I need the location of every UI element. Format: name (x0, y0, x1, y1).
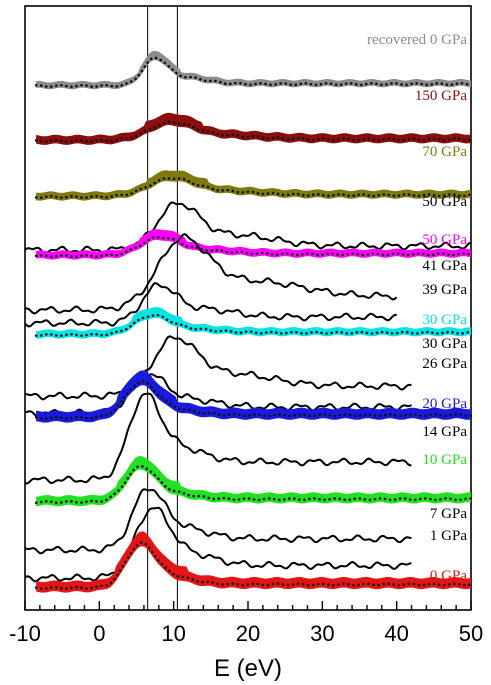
line-11 (24, 392, 412, 485)
curve-label: 0 GPa (430, 568, 467, 584)
x-axis-title: E (eV) (214, 655, 282, 682)
series-12 (34, 456, 473, 507)
x-axis-ticks (24, 601, 472, 610)
band-1 (36, 112, 471, 145)
dotted-line-1 (34, 120, 473, 144)
line-8 (24, 335, 412, 401)
series-5 (24, 233, 398, 315)
series-13 (24, 488, 412, 555)
series-1 (34, 112, 473, 145)
x-tick-label: 10 (161, 621, 185, 646)
curve-label: 20 GPa (422, 396, 467, 412)
dotted-line-7 (34, 313, 473, 338)
band-2 (36, 170, 471, 201)
dotted-line-4 (34, 235, 473, 259)
series-11 (24, 392, 412, 485)
curve-label: 30 GPa (422, 336, 467, 352)
curve-labels: recovered 0 GPa 150 GPa 70 GPa 50 GPa 50 GPa… (367, 32, 467, 584)
line-3 (24, 201, 472, 255)
series-6 (24, 282, 397, 328)
series-10 (34, 370, 473, 423)
curve-label: 41 GPa (422, 258, 467, 274)
band-7 (36, 307, 471, 339)
series-3 (24, 201, 472, 255)
curve-label: recovered 0 GPa (367, 32, 467, 48)
x-tick-label: -10 (9, 621, 41, 646)
dotted-line-12 (34, 464, 473, 505)
line-14 (24, 506, 412, 583)
curve-label: 14 GPa (422, 424, 467, 440)
curve-label: 50 GPa (422, 194, 467, 210)
curves-layer (24, 50, 473, 593)
curve-label: 26 GPa (422, 356, 467, 372)
plot-frame (24, 5, 472, 611)
series-4 (34, 229, 473, 260)
series-14 (24, 506, 412, 583)
curve-label: 50 GPa (422, 232, 467, 248)
x-tick-label: 0 (93, 621, 105, 646)
curve-label: 39 GPa (422, 282, 467, 298)
band-4 (36, 229, 471, 260)
series-2 (34, 170, 473, 201)
dotted-line-15 (34, 541, 473, 591)
curve-label: 1 GPa (430, 528, 467, 544)
curve-label: 7 GPa (430, 506, 467, 522)
band-0 (36, 50, 471, 90)
x-axis-tick-labels: -10 0 10 20 30 40 50 (9, 621, 483, 646)
curve-label: 10 GPa (422, 452, 467, 468)
x-tick-label: 20 (236, 621, 260, 646)
band-10 (36, 370, 471, 423)
series-8 (24, 335, 412, 401)
x-tick-label: 30 (310, 621, 334, 646)
band-15 (36, 531, 471, 593)
line-5 (24, 233, 398, 315)
line-6 (24, 282, 397, 328)
line-13 (24, 488, 412, 555)
curve-label: 70 GPa (422, 144, 467, 160)
curve-label: 30 GPa (422, 312, 467, 328)
x-tick-label: 50 (459, 621, 483, 646)
dotted-line-10 (34, 380, 473, 421)
x-tick-label: 40 (384, 621, 408, 646)
curve-label: 150 GPa (415, 88, 467, 104)
series-15 (34, 531, 473, 593)
dotted-line-2 (34, 176, 473, 200)
band-12 (36, 456, 471, 507)
reference-lines (147, 6, 178, 610)
series-0 (34, 50, 473, 90)
series-7 (34, 307, 473, 339)
